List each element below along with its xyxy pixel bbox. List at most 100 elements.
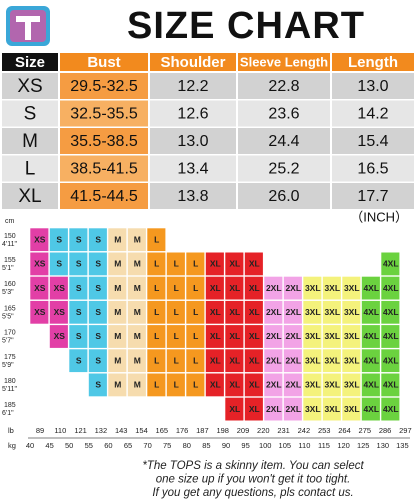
- size-cell: [127, 372, 147, 397]
- table-cell: [60, 73, 148, 99]
- size-cell-label: L: [154, 283, 159, 293]
- size-cell-label: 4XL: [383, 259, 399, 269]
- size-cell-label: XL: [229, 259, 240, 269]
- weight-lb: 187: [196, 426, 209, 435]
- size-cell-label: S: [76, 234, 82, 244]
- size-cell: [29, 300, 50, 325]
- table-cell: [150, 73, 236, 99]
- weight-lb: 275: [359, 426, 372, 435]
- size-cell-label: M: [134, 380, 141, 390]
- size-cell: [224, 251, 245, 276]
- size-cell-label: M: [114, 307, 121, 317]
- size-cell: [107, 372, 128, 397]
- size-cell: [224, 276, 245, 301]
- size-cell: [107, 324, 128, 349]
- size-cell-label: XS: [54, 331, 66, 341]
- size-cell-label: 2XL: [285, 380, 301, 390]
- size-cell: [205, 348, 225, 373]
- size-cell-label: XS: [34, 234, 46, 244]
- size-cell: [29, 251, 50, 276]
- size-cell: [166, 251, 186, 276]
- weight-kg: 80: [183, 441, 191, 450]
- size-cell-label: M: [134, 259, 141, 269]
- weight-kg: 125: [357, 441, 370, 450]
- size-cell-label: S: [76, 355, 82, 365]
- table-cell: [2, 183, 58, 209]
- size-cell-label: 3XL: [344, 355, 360, 365]
- size-cell-label: S: [56, 234, 62, 244]
- height-ft: 5'3": [2, 289, 14, 296]
- weight-lb: 242: [298, 426, 311, 435]
- weight-kg: 120: [337, 441, 350, 450]
- unit-note: （INCH）: [350, 209, 408, 224]
- size-cell: [244, 372, 264, 397]
- height-cm: 155: [4, 257, 16, 264]
- size-cell: [185, 324, 206, 349]
- weight-kg: 50: [65, 441, 73, 450]
- size-cell: [88, 372, 108, 397]
- size-cell: [341, 276, 362, 301]
- size-cell: [283, 300, 303, 325]
- size-cell: [49, 300, 69, 325]
- height-ft: 5'5": [2, 313, 14, 320]
- table-cell: [60, 128, 148, 154]
- lb-unit: lb: [8, 426, 14, 435]
- header-text: Sleeve Length: [240, 54, 328, 69]
- note-line: *The TOPS is a skinny item. You can sele…: [142, 460, 364, 472]
- measure-value: 32.5-35.5: [70, 106, 138, 123]
- table-cell: [2, 73, 58, 99]
- table-cell: [332, 183, 414, 209]
- weight-lb: 121: [74, 426, 87, 435]
- size-cell: [361, 276, 381, 301]
- measure-value: 13.0: [357, 78, 388, 95]
- size-cell-label: 4XL: [363, 404, 379, 414]
- size-cell: [341, 348, 362, 373]
- size-cell: [322, 276, 342, 301]
- size-cell: [380, 397, 401, 422]
- weight-kg: 115: [318, 441, 330, 450]
- size-cell-label: XL: [249, 355, 260, 365]
- size-cell-label: XL: [249, 380, 260, 390]
- size-cell: [244, 276, 264, 301]
- table-cell: [2, 155, 58, 182]
- size-cell: [302, 372, 323, 397]
- table-cell: [60, 100, 148, 127]
- size-cell-label: M: [134, 283, 141, 293]
- size-cell: [68, 300, 89, 325]
- size-cell-label: 2XL: [266, 355, 282, 365]
- size-cell: [146, 227, 167, 252]
- size-cell: [302, 300, 323, 325]
- measure-value: 12.2: [177, 78, 208, 95]
- size-cell: [127, 251, 147, 276]
- size-cell-label: XL: [249, 331, 260, 341]
- size-cell-label: 3XL: [305, 404, 321, 414]
- size-cell: [224, 324, 245, 349]
- size-cell: [49, 227, 69, 252]
- table-cell: [238, 100, 330, 127]
- size-cell-label: S: [95, 331, 101, 341]
- size-cell-label: XL: [249, 259, 260, 269]
- size-cell: [283, 348, 303, 373]
- height-cm: 175: [4, 354, 16, 361]
- size-cell: [302, 348, 323, 373]
- size-cell: [68, 227, 89, 252]
- weight-kg: 95: [241, 441, 249, 450]
- size-cell-label: 4XL: [363, 307, 379, 317]
- size-cell-label: L: [174, 259, 179, 269]
- size-cell: [88, 348, 108, 373]
- table-cell: [150, 183, 236, 209]
- size-cell: [185, 276, 206, 301]
- size-cell: [107, 227, 128, 252]
- size-cell-label: XL: [249, 404, 260, 414]
- size-cell-label: L: [193, 355, 198, 365]
- size-cell-label: L: [154, 234, 159, 244]
- height-cm: 150: [4, 233, 16, 240]
- size-cell-label: M: [114, 283, 121, 293]
- size-cell: [361, 300, 381, 325]
- size-cell: [244, 300, 264, 325]
- size-cell: [68, 348, 89, 373]
- measure-value: 22.8: [268, 78, 299, 95]
- table-cell: [2, 100, 58, 127]
- size-cell-label: 4XL: [383, 404, 399, 414]
- measure-value: 25.2: [268, 161, 299, 178]
